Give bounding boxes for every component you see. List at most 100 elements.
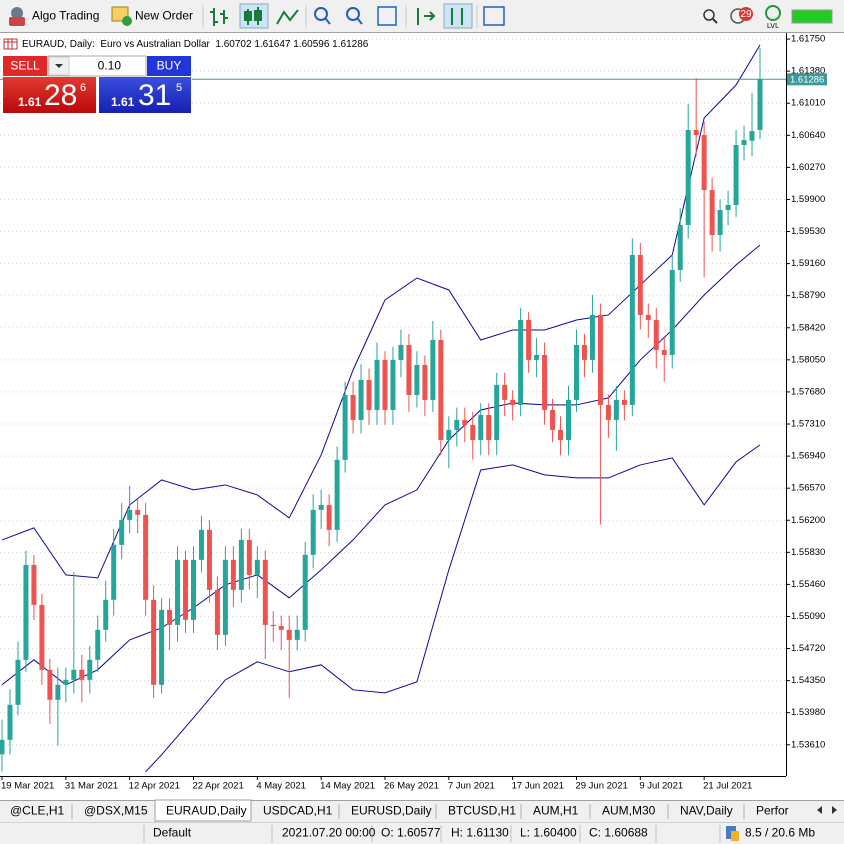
status-close: C: 1.60688 — [589, 826, 648, 840]
candle-body — [246, 539, 252, 575]
candle-body — [693, 130, 699, 136]
candle-body — [63, 679, 69, 685]
candle-body — [103, 599, 109, 630]
candle-body — [151, 599, 157, 685]
x-tick-label: 4 May 2021 — [256, 781, 306, 792]
ask-pips[interactable]: 31 — [138, 79, 171, 112]
candle-body — [15, 659, 21, 705]
candle-body — [230, 559, 236, 590]
buy-button[interactable] — [147, 56, 191, 76]
candle-body — [597, 314, 603, 405]
candle-body — [175, 559, 181, 625]
y-tick-label: 1.57310 — [791, 419, 825, 430]
y-tick-label: 1.56570 — [791, 483, 825, 494]
candle-body — [39, 604, 45, 670]
candle-body — [206, 529, 212, 590]
ask-big-figure[interactable]: 1.61 — [111, 95, 135, 109]
bid-point[interactable]: 6 — [80, 82, 86, 94]
candle-body — [135, 509, 141, 515]
candle-body — [79, 669, 85, 680]
bid-price-box[interactable] — [3, 77, 96, 113]
ask-point[interactable]: 5 — [176, 82, 182, 94]
candle-body — [366, 379, 372, 410]
candle-body — [621, 399, 627, 405]
candle-body — [629, 254, 635, 405]
y-tick-label: 1.60270 — [791, 162, 825, 173]
candle-body — [222, 559, 228, 635]
x-tick-label: 22 Apr 2021 — [192, 781, 243, 792]
tab-label[interactable]: EURAUD,Daily — [166, 804, 247, 818]
candle-body — [87, 659, 93, 680]
candle-body — [294, 629, 300, 640]
candle-body — [454, 419, 460, 430]
candle-body — [637, 254, 643, 315]
tab-label[interactable]: AUM,H1 — [533, 804, 579, 818]
new-order-button[interactable]: New Order — [111, 6, 193, 26]
tab-label[interactable]: @CLE,H1 — [10, 804, 65, 818]
candle-body — [190, 559, 196, 620]
y-tick-label: 1.57680 — [791, 386, 825, 397]
bid-big-figure[interactable]: 1.61 — [18, 95, 42, 109]
tab-label[interactable]: NAV,Daily — [680, 804, 733, 818]
y-tick-label: 1.59900 — [791, 194, 825, 205]
candle-body — [709, 190, 715, 236]
candle-body — [566, 399, 572, 440]
candle-body — [183, 559, 189, 620]
volume-field[interactable] — [47, 55, 147, 77]
candle-body — [534, 354, 540, 360]
algo-trading-button[interactable]: Algo Trading — [9, 7, 99, 26]
buy-label[interactable]: BUY — [157, 59, 182, 73]
chart-title: EURAUD, Daily: Euro vs Australian Dollar… — [22, 39, 369, 50]
candle-body — [0, 739, 5, 755]
tab-label[interactable]: EURUSD,Daily — [351, 804, 432, 818]
candle-body — [334, 459, 340, 530]
tab-label[interactable]: BTCUSD,H1 — [448, 804, 516, 818]
alert-count[interactable]: 29 — [740, 9, 752, 20]
volume-value[interactable]: 0.10 — [98, 59, 122, 73]
candle-body — [502, 384, 508, 400]
candle-body — [55, 684, 61, 700]
candle-body — [550, 409, 556, 430]
candle-body — [358, 379, 364, 420]
new-order-label[interactable]: New Order — [135, 9, 193, 23]
candle-body — [382, 359, 388, 410]
candle-body — [318, 504, 324, 510]
tab-label[interactable]: Perfor — [756, 804, 789, 818]
y-tick-label: 1.58420 — [791, 322, 825, 333]
y-tick-label: 1.55460 — [791, 579, 825, 590]
status-memory: 8.5 / 20.6 Mb — [745, 826, 815, 840]
candle-body — [613, 399, 619, 420]
candle-body — [119, 519, 125, 545]
toolbar — [0, 0, 844, 32]
chart-tools[interactable] — [202, 3, 718, 29]
tabs: @CLE,H1 @DSX,M15 EURAUD,Daily USDCAD,H1 EURU… — [10, 799, 789, 822]
y-tick-label: 1.60640 — [791, 130, 825, 141]
plot-area — [0, 44, 763, 773]
tab-label[interactable]: AUM,M30 — [602, 804, 656, 818]
sell-button[interactable] — [3, 56, 47, 76]
y-tick-label: 1.59530 — [791, 226, 825, 237]
chart-header: EURAUD, Daily: Euro vs Australian Dollar… — [3, 38, 369, 50]
bid-pips[interactable]: 28 — [44, 79, 77, 112]
candle-body — [238, 539, 244, 590]
tab-label[interactable]: @DSX,M15 — [84, 804, 148, 818]
algo-trading-label[interactable]: Algo Trading — [32, 9, 99, 23]
axes: 1.61750 1.61380 1.61010 1.60640 1.60270 1.599… — [0, 34, 827, 792]
tab-label[interactable]: USDCAD,H1 — [263, 804, 333, 818]
candle-body — [494, 384, 500, 440]
candle-body — [342, 394, 348, 460]
status-items: Default 2021.07.20 00:00 O: 1.60577 H: 1.61… — [143, 825, 815, 842]
x-tick-label: 12 Apr 2021 — [129, 781, 180, 792]
status-low: L: 1.60400 — [520, 826, 577, 840]
candle-body — [470, 424, 476, 440]
tab-scroll[interactable] — [817, 806, 837, 814]
candle-body — [558, 429, 564, 440]
y-tick-label: 1.61380 — [791, 66, 825, 77]
level-label[interactable]: LVL — [767, 23, 779, 30]
notifications[interactable]: 29 LVL — [730, 5, 833, 30]
y-tick-label: 1.59160 — [791, 258, 825, 269]
x-tick-label: 29 Jun 2021 — [575, 781, 627, 792]
sell-label[interactable]: SELL — [10, 59, 40, 73]
ask-price-box[interactable] — [99, 77, 191, 113]
